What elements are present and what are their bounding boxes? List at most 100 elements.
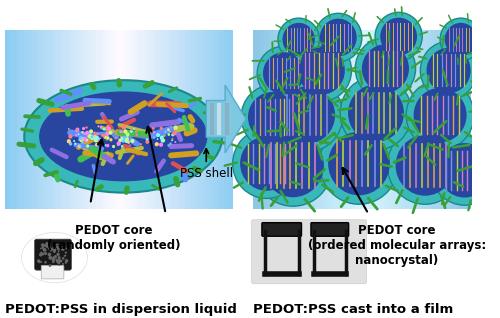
Text: PEDOT core
(randomly oriented): PEDOT core (randomly oriented) xyxy=(47,224,180,252)
Bar xyxy=(190,30,195,209)
Circle shape xyxy=(414,88,467,142)
Circle shape xyxy=(40,252,42,254)
Bar xyxy=(430,30,435,209)
Circle shape xyxy=(67,139,71,143)
Circle shape xyxy=(78,138,82,142)
Bar xyxy=(160,30,165,209)
Bar xyxy=(260,30,265,209)
Circle shape xyxy=(108,131,112,135)
Bar xyxy=(152,30,157,209)
Circle shape xyxy=(171,140,173,141)
Circle shape xyxy=(135,130,138,133)
Bar xyxy=(322,30,326,209)
Circle shape xyxy=(65,259,68,262)
Circle shape xyxy=(257,46,310,100)
Circle shape xyxy=(100,142,103,144)
Bar xyxy=(224,30,229,209)
Circle shape xyxy=(58,256,60,259)
Circle shape xyxy=(118,138,122,142)
Circle shape xyxy=(160,138,165,143)
Circle shape xyxy=(126,136,128,138)
Bar xyxy=(257,30,262,209)
Circle shape xyxy=(240,136,293,191)
Bar xyxy=(148,30,154,209)
Circle shape xyxy=(57,247,60,250)
FancyBboxPatch shape xyxy=(252,220,366,284)
Circle shape xyxy=(162,139,164,142)
Circle shape xyxy=(126,132,130,136)
Circle shape xyxy=(314,13,362,62)
Circle shape xyxy=(94,134,96,136)
Circle shape xyxy=(53,248,56,252)
Circle shape xyxy=(64,245,66,247)
Circle shape xyxy=(279,86,335,144)
Bar xyxy=(28,30,33,209)
Circle shape xyxy=(340,76,412,150)
Circle shape xyxy=(52,258,55,261)
Bar xyxy=(179,30,184,209)
Circle shape xyxy=(82,127,85,130)
Circle shape xyxy=(76,129,78,132)
Circle shape xyxy=(52,250,56,253)
Bar xyxy=(156,30,161,209)
Bar xyxy=(344,30,348,209)
Bar xyxy=(387,30,392,209)
FancyBboxPatch shape xyxy=(311,223,348,236)
Circle shape xyxy=(120,130,122,133)
Text: PEDOT core
(ordered molecular arrays:
nanocrystal): PEDOT core (ordered molecular arrays: na… xyxy=(308,224,486,266)
Bar xyxy=(168,30,172,209)
Circle shape xyxy=(241,85,304,149)
Circle shape xyxy=(130,130,133,133)
Circle shape xyxy=(79,136,84,141)
Circle shape xyxy=(58,265,60,266)
Circle shape xyxy=(40,248,42,249)
Circle shape xyxy=(100,126,102,128)
Circle shape xyxy=(55,242,58,245)
Circle shape xyxy=(78,144,81,148)
Bar xyxy=(348,30,352,209)
Circle shape xyxy=(68,135,72,139)
Bar xyxy=(54,30,59,209)
Bar xyxy=(394,30,399,209)
Circle shape xyxy=(136,134,138,136)
Bar xyxy=(308,30,312,209)
Circle shape xyxy=(82,131,84,134)
Circle shape xyxy=(156,138,158,140)
Circle shape xyxy=(37,259,40,263)
Bar xyxy=(448,30,453,209)
Bar xyxy=(304,30,308,209)
Text: PSS shell: PSS shell xyxy=(180,149,233,180)
Circle shape xyxy=(83,137,87,141)
Circle shape xyxy=(102,128,106,131)
Bar xyxy=(445,30,450,209)
Bar xyxy=(96,30,100,209)
Circle shape xyxy=(124,129,128,134)
Bar xyxy=(115,30,119,209)
Bar xyxy=(202,30,206,209)
Bar xyxy=(43,30,48,209)
Circle shape xyxy=(262,134,324,197)
Circle shape xyxy=(133,128,135,129)
Circle shape xyxy=(106,144,110,147)
Bar xyxy=(198,30,202,209)
Circle shape xyxy=(117,144,118,146)
Bar xyxy=(463,30,468,209)
FancyBboxPatch shape xyxy=(262,223,302,236)
Bar xyxy=(81,30,86,209)
Circle shape xyxy=(100,138,102,140)
Circle shape xyxy=(174,127,176,130)
Bar xyxy=(427,30,432,209)
Circle shape xyxy=(59,246,60,248)
Circle shape xyxy=(52,256,56,259)
Bar xyxy=(362,30,366,209)
Bar xyxy=(326,30,330,209)
Circle shape xyxy=(104,144,106,146)
Bar xyxy=(372,30,378,209)
Bar xyxy=(36,30,41,209)
Bar xyxy=(62,30,66,209)
Circle shape xyxy=(263,52,304,94)
Bar xyxy=(141,30,146,209)
Circle shape xyxy=(94,138,98,142)
Circle shape xyxy=(80,140,82,142)
FancyBboxPatch shape xyxy=(41,265,64,279)
